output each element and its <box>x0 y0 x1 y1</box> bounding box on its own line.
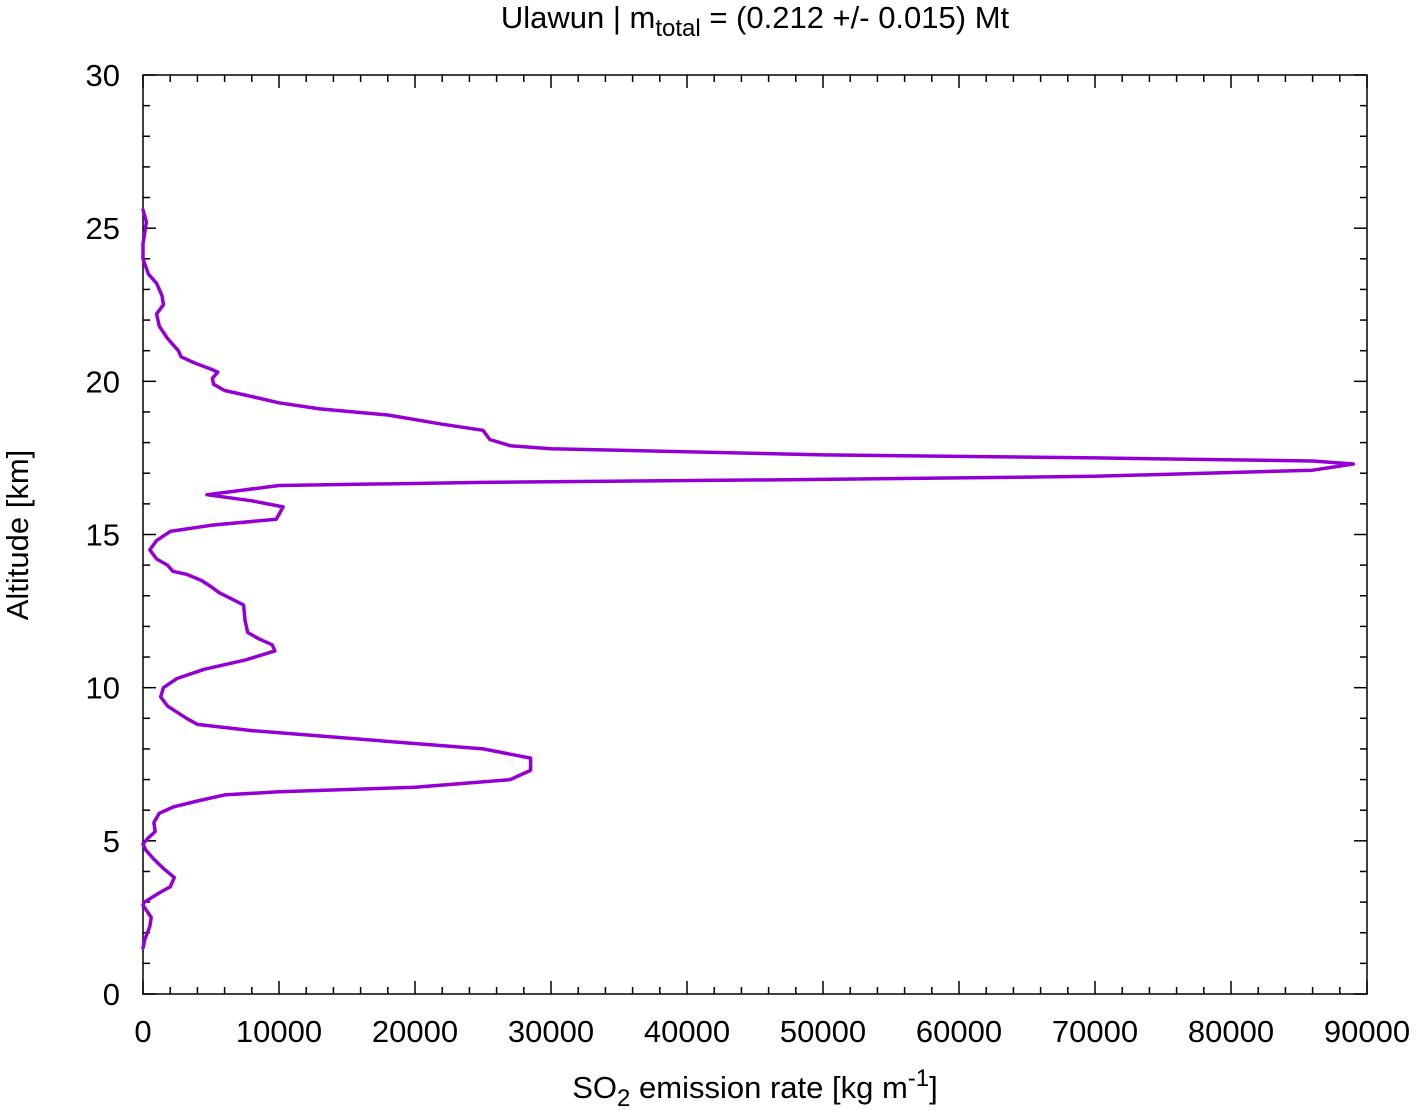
x-tick-label: 20000 <box>372 1014 458 1049</box>
x-tick-label: 10000 <box>236 1014 322 1049</box>
y-axis-title: Altitude [km] <box>0 450 35 621</box>
axis-ticks <box>142 74 1368 995</box>
x-tick-label: 50000 <box>780 1014 866 1049</box>
y-axis-tick-labels: 0 5 10 15 20 25 30 <box>86 58 120 1012</box>
x-axis-title-prefix: SO <box>572 1070 617 1105</box>
series-layer <box>141 208 1356 950</box>
y-tick-label: 10 <box>86 671 120 706</box>
x-tick-label: 80000 <box>1188 1014 1274 1049</box>
chart-title-subscript: total <box>655 15 700 42</box>
y-tick-label: 5 <box>103 824 120 859</box>
x-tick-label: 30000 <box>508 1014 594 1049</box>
x-tick-label: 40000 <box>644 1014 730 1049</box>
x-tick-label: 0 <box>134 1014 151 1049</box>
x-tick-label: 70000 <box>1052 1014 1138 1049</box>
x-tick-label: 90000 <box>1324 1014 1410 1049</box>
y-tick-label: 20 <box>86 364 120 399</box>
chart-title-suffix: = (0.212 +/- 0.015) Mt <box>701 0 1010 35</box>
y-tick-label: 0 <box>103 977 120 1012</box>
chart-title: Ulawun | mtotal = (0.212 +/- 0.015) Mt <box>501 0 1010 42</box>
y-tick-label: 15 <box>86 518 120 553</box>
x-axis-title-middle: emission rate [kg m <box>630 1070 907 1105</box>
x-axis-title-subscript: 2 <box>617 1085 630 1111</box>
y-tick-label: 30 <box>86 58 120 93</box>
plot-border <box>142 74 1368 995</box>
y-tick-label: 25 <box>86 211 120 246</box>
x-axis-title-suffix: ] <box>929 1070 938 1105</box>
chart-title-prefix: Ulawun | m <box>501 0 656 35</box>
svg-text:SO2 emission rate [kg m-1]: SO2 emission rate [kg m-1] <box>572 1065 938 1111</box>
x-axis-tick-labels: 0 10000 20000 30000 40000 50000 60000 70000 8000… <box>134 1014 1410 1049</box>
svg-text:Ulawun | mtotal = (0.212 +/- 0: Ulawun | mtotal = (0.212 +/- 0.015) Mt <box>501 0 1010 42</box>
plot-frame <box>142 74 1368 995</box>
x-axis-title-superscript: -1 <box>908 1065 929 1092</box>
x-tick-label: 60000 <box>916 1014 1002 1049</box>
x-axis-title: SO2 emission rate [kg m-1] <box>572 1065 938 1111</box>
series-line-0 <box>141 208 1356 950</box>
